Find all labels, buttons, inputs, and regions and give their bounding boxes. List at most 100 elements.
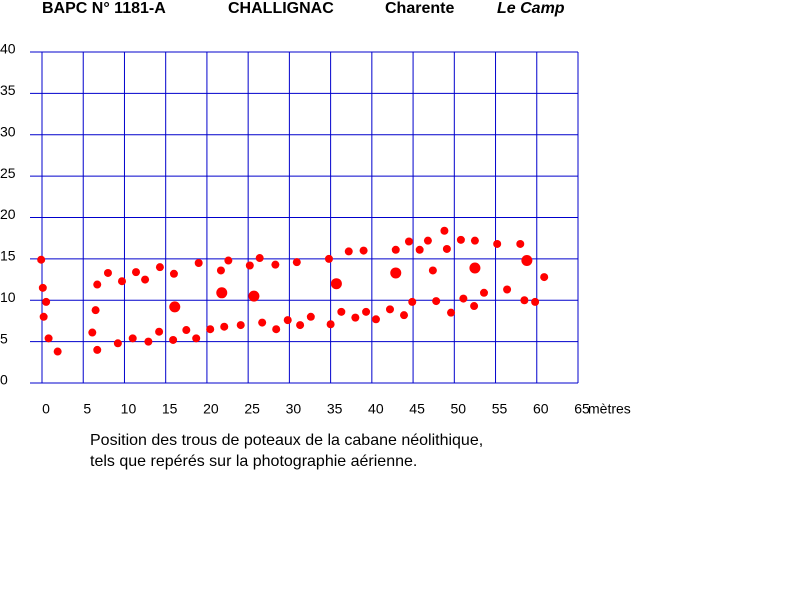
data-point bbox=[391, 245, 400, 254]
y-tick-label: 15 bbox=[0, 248, 16, 264]
data-point bbox=[93, 345, 102, 354]
data-point bbox=[456, 235, 465, 244]
x-tick-label: 60 bbox=[533, 401, 549, 417]
data-point bbox=[245, 261, 254, 270]
data-point bbox=[155, 327, 164, 336]
data-point bbox=[359, 246, 368, 255]
x-tick-label: 15 bbox=[162, 401, 178, 417]
data-point bbox=[459, 294, 468, 303]
data-point bbox=[132, 268, 141, 277]
x-tick-label: 45 bbox=[409, 401, 425, 417]
data-point bbox=[255, 254, 264, 263]
data-point bbox=[117, 277, 126, 286]
data-point bbox=[531, 297, 540, 306]
data-point bbox=[182, 326, 191, 335]
caption: tels que repérés sur la photographie aér… bbox=[90, 453, 417, 470]
x-tick-label: 35 bbox=[327, 401, 343, 417]
data-point bbox=[44, 334, 53, 343]
data-point bbox=[192, 334, 201, 343]
title-part: BAPC N° 1181-A bbox=[42, 0, 166, 17]
data-point bbox=[324, 254, 333, 263]
data-point bbox=[91, 306, 100, 315]
data-point bbox=[248, 290, 260, 302]
data-point bbox=[37, 255, 46, 264]
data-point bbox=[344, 247, 353, 256]
data-point bbox=[516, 239, 525, 248]
data-point bbox=[292, 258, 301, 267]
y-tick-label: 0 bbox=[0, 372, 8, 388]
data-point bbox=[141, 275, 150, 284]
data-point bbox=[326, 320, 335, 329]
data-point bbox=[155, 263, 164, 272]
x-tick-label: 40 bbox=[368, 401, 384, 417]
data-point bbox=[271, 260, 280, 269]
title-part: CHALLIGNAC bbox=[228, 0, 334, 17]
x-tick-label: 50 bbox=[451, 401, 467, 417]
data-point bbox=[521, 255, 533, 267]
data-point bbox=[479, 288, 488, 297]
y-tick-label: 40 bbox=[0, 41, 16, 57]
data-point bbox=[258, 318, 267, 327]
data-point bbox=[520, 296, 529, 305]
data-point bbox=[128, 334, 137, 343]
caption: Position des trous de poteaux de la caba… bbox=[90, 432, 483, 449]
x-tick-label: 0 bbox=[42, 401, 50, 417]
data-point bbox=[93, 280, 102, 289]
data-point bbox=[423, 236, 432, 245]
data-point bbox=[113, 339, 122, 348]
data-point bbox=[400, 311, 409, 320]
data-point bbox=[493, 239, 502, 248]
y-tick-label: 35 bbox=[0, 82, 16, 98]
data-point bbox=[440, 226, 449, 235]
data-point bbox=[351, 313, 360, 322]
data-point bbox=[88, 328, 97, 337]
data-point bbox=[330, 278, 342, 290]
x-tick-label: 30 bbox=[286, 401, 302, 417]
data-point bbox=[390, 267, 402, 279]
data-point bbox=[169, 335, 178, 344]
x-tick-label: 25 bbox=[244, 401, 260, 417]
data-point bbox=[470, 236, 479, 245]
y-tick-label: 30 bbox=[0, 123, 16, 139]
x-tick-label: 20 bbox=[203, 401, 219, 417]
x-tick-label: 5 bbox=[83, 401, 91, 417]
data-point bbox=[144, 337, 153, 346]
title-part: Le Camp bbox=[497, 0, 565, 17]
data-point bbox=[103, 268, 112, 277]
data-point bbox=[503, 285, 512, 294]
data-point bbox=[38, 283, 47, 292]
data-point bbox=[220, 322, 229, 331]
data-point bbox=[296, 321, 305, 330]
data-point bbox=[194, 259, 203, 268]
data-point bbox=[39, 312, 48, 321]
x-tick-label: 10 bbox=[121, 401, 137, 417]
data-point bbox=[169, 301, 181, 313]
y-tick-label: 5 bbox=[0, 330, 8, 346]
y-tick-label: 25 bbox=[0, 165, 16, 181]
data-point bbox=[428, 266, 437, 275]
data-point bbox=[404, 237, 413, 246]
y-tick-label: 10 bbox=[0, 289, 16, 305]
title-part: Charente bbox=[385, 0, 454, 17]
data-point bbox=[540, 273, 549, 282]
data-point bbox=[224, 256, 233, 265]
data-point bbox=[272, 325, 281, 334]
data-point bbox=[206, 325, 215, 334]
data-point bbox=[447, 308, 456, 317]
data-point bbox=[432, 297, 441, 306]
y-tick-label: 20 bbox=[0, 206, 16, 222]
data-point bbox=[408, 297, 417, 306]
data-point bbox=[216, 287, 228, 299]
data-point bbox=[53, 347, 62, 356]
data-point bbox=[283, 316, 292, 325]
data-point bbox=[169, 269, 178, 278]
data-point bbox=[469, 262, 481, 274]
data-point bbox=[362, 307, 371, 316]
data-point bbox=[236, 321, 245, 330]
data-point bbox=[337, 307, 346, 316]
data-point bbox=[442, 244, 451, 253]
data-point bbox=[42, 297, 51, 306]
data-point bbox=[385, 305, 394, 314]
